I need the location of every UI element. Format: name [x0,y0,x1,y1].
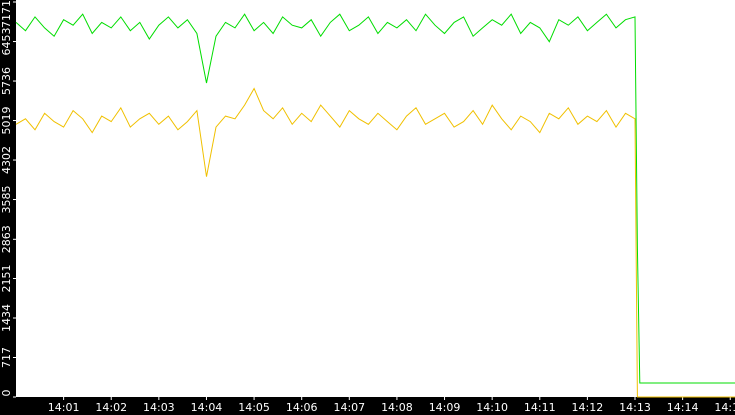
x-tick-label: 14:11 [524,401,556,414]
x-tick-label: 14:08 [381,401,413,414]
y-tick-label: 717 [0,347,13,368]
y-tick-label: 3585 [0,186,13,214]
x-tick-label: 14:02 [95,401,127,414]
x-tick-label: 14:06 [286,401,318,414]
y-axis-band [0,0,16,415]
y-tick-label: 0 [0,390,13,397]
x-tick-label: 14:01 [48,401,80,414]
y-tick-label: 5019 [0,107,13,135]
x-tick-label: 14:05 [238,401,270,414]
x-tick-label: 14:15 [714,401,735,414]
series-line [15,13,735,384]
x-tick-label: 14:09 [429,401,461,414]
x-tick-label: 14:13 [619,401,651,414]
x-tick-label: 14:03 [143,401,175,414]
x-tick-label: 14:14 [667,401,699,414]
y-tick-label: 2863 [0,225,13,253]
x-tick-label: 14:04 [191,401,223,414]
x-axis-band [0,397,735,415]
y-tick-label: 5736 [0,67,13,95]
y-tick-label: 7171 [0,0,13,28]
series-line [15,87,735,398]
y-tick-label: 1434 [0,304,13,332]
x-tick-label: 14:10 [476,401,508,414]
y-tick-label: 6453 [0,28,13,56]
x-tick-label: 14:07 [333,401,365,414]
y-tick-label: 2151 [0,265,13,293]
x-tick-label: 14:12 [572,401,604,414]
y-tick-label: 4302 [0,146,13,174]
